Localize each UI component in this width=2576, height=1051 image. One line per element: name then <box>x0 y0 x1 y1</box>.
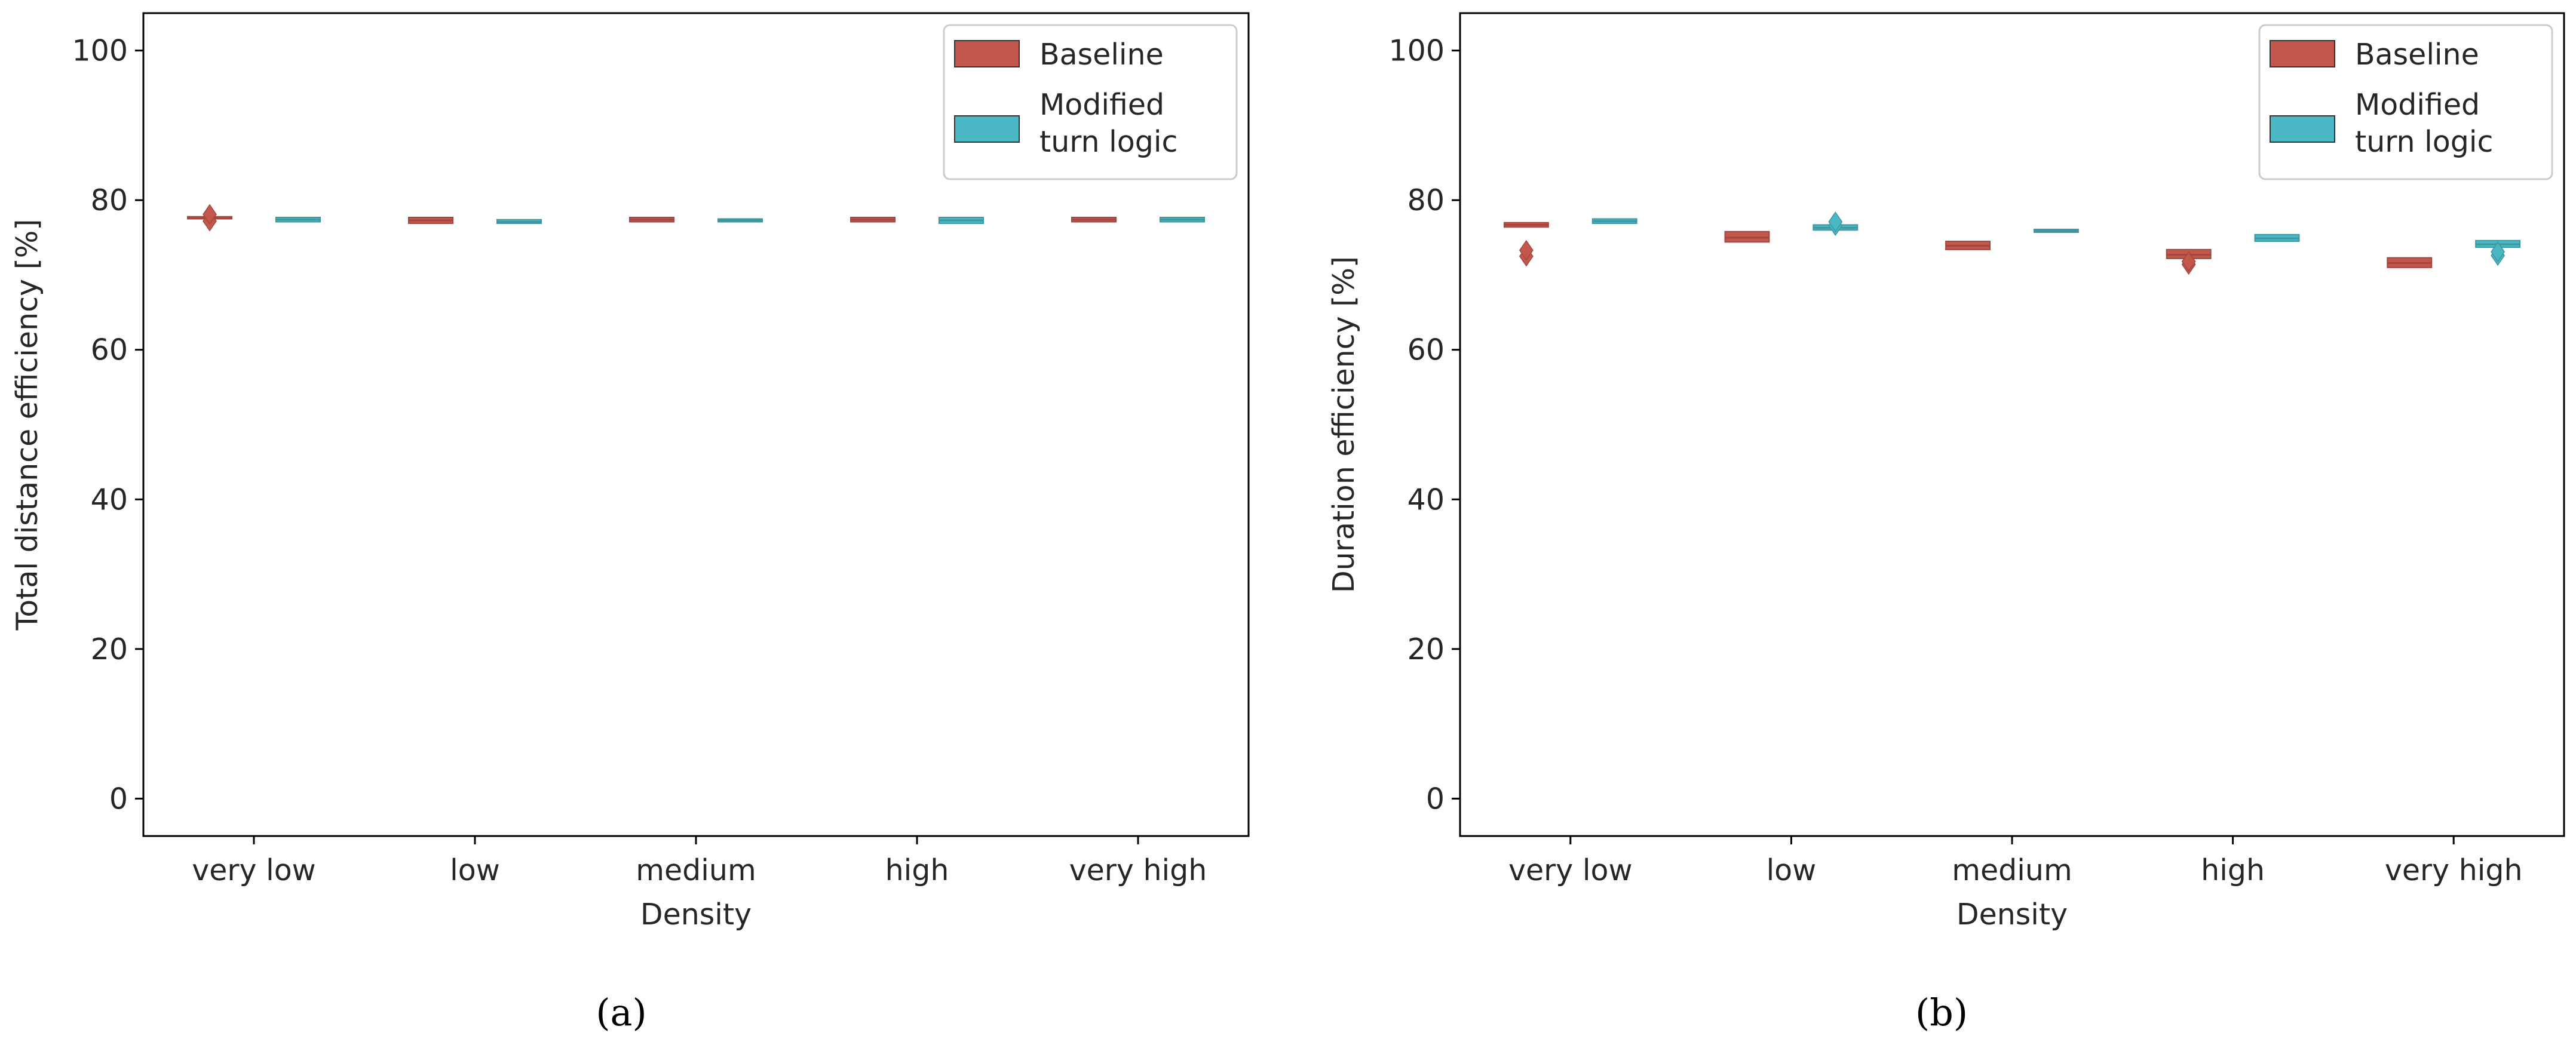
y-tick-label: 0 <box>1426 782 1445 816</box>
y-tick-label: 100 <box>1388 34 1445 68</box>
legend-label-1: Modified turn logic <box>2355 88 2493 159</box>
legend-label-line: Modified <box>2355 88 2480 122</box>
x-tick-label: very high <box>2385 853 2523 887</box>
y-tick-label: 40 <box>91 483 128 517</box>
y-tick-label: 0 <box>109 782 128 816</box>
y-tick-label: 20 <box>91 632 128 666</box>
panel-a: 0 20 40 60 80 100 very low low medium high very hi… <box>10 12 1250 1034</box>
x-tick-label: high <box>2201 853 2265 887</box>
x-tick-label: low <box>450 853 500 887</box>
legend-label-0: Baseline <box>2355 38 2479 72</box>
y-tick-label: 60 <box>1407 333 1445 367</box>
outlier-1-1-1 <box>1828 211 1843 232</box>
x-tick-label: medium <box>636 853 756 887</box>
legend-label-line: turn logic <box>1039 125 1177 159</box>
panel-b: 0 20 40 60 80 100 very low low medium high very hi… <box>1327 12 2565 1034</box>
legend-label-1: Modified turn logic <box>1039 88 1177 159</box>
legend-label-0: Baseline <box>1039 38 1164 72</box>
legend-label-line: turn logic <box>2355 125 2493 159</box>
x-tick-label: very low <box>1508 853 1633 887</box>
y-axis-label: Total distance efficiency [%] <box>10 219 44 631</box>
x-axis-label: Density <box>640 898 752 932</box>
legend-swatch-1 <box>954 115 1020 143</box>
y-tick-label: 80 <box>91 183 128 217</box>
y-axis-label: Duration efficiency [%] <box>1327 256 1361 593</box>
x-tick-label: medium <box>1952 853 2072 887</box>
y-tick-label: 80 <box>1407 183 1445 217</box>
x-tick-label: very high <box>1069 853 1207 887</box>
legend-swatch-0 <box>954 40 1020 67</box>
y-tick-label: 60 <box>91 333 128 367</box>
y-tick-label: 100 <box>72 34 128 68</box>
panel-a-caption: (a) <box>596 991 646 1034</box>
x-tick-label: low <box>1767 853 1817 887</box>
legend-label-line: Modified <box>1039 88 1164 122</box>
outlier-0-3-1 <box>2181 251 2196 272</box>
x-axis-label: Density <box>1956 898 2068 932</box>
outlier-0-0-1 <box>1519 239 1534 261</box>
outlier-0-0-1 <box>203 204 217 225</box>
x-tick-label: high <box>885 853 949 887</box>
panel-a-plot-area: 0 20 40 60 80 100 very low low medium high very hi… <box>10 12 1250 932</box>
outlier-1-4-1 <box>2491 241 2506 262</box>
x-tick-label: very low <box>192 853 316 887</box>
legend-swatch-0 <box>2270 40 2335 67</box>
y-tick-label: 20 <box>1407 632 1445 666</box>
panel-b-caption: (b) <box>1915 991 1968 1034</box>
legend-swatch-1 <box>2270 115 2335 143</box>
panel-b-plot-area: 0 20 40 60 80 100 very low low medium high very hi… <box>1327 12 2565 932</box>
y-tick-label: 40 <box>1407 483 1445 517</box>
